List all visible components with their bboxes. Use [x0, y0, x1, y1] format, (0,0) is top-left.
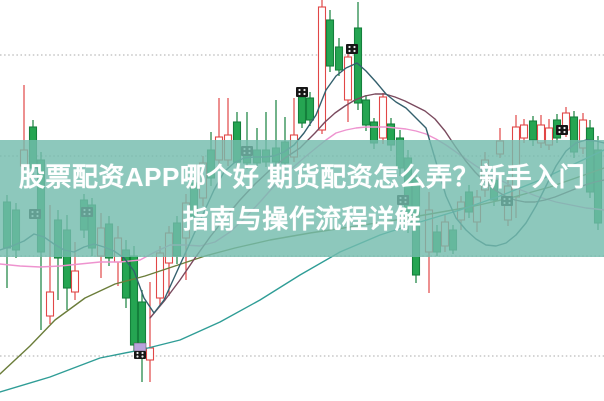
candle-down — [305, 97, 315, 121]
candle-down — [137, 301, 147, 349]
signal-marker — [556, 125, 568, 135]
signal-marker-dot — [353, 45, 356, 49]
candle-down — [325, 19, 335, 67]
candle-up — [343, 56, 353, 101]
signal-marker-dot — [558, 126, 561, 130]
candle-up — [519, 124, 529, 139]
signal-marker-dot — [298, 92, 301, 96]
banner-title-line1: 股票配资APP哪个好 期货配资怎么弄？新手入门 — [18, 161, 586, 192]
candle-up — [45, 291, 55, 317]
candle-down — [129, 255, 139, 346]
candle-up — [155, 252, 165, 299]
signal-marker — [134, 351, 146, 359]
candle-up — [70, 270, 80, 293]
candle-up — [378, 96, 388, 139]
signal-marker-dot — [303, 92, 306, 96]
signal-marker-dot — [353, 49, 356, 53]
signal-marker-dot — [303, 88, 306, 92]
signal-marker — [346, 44, 358, 54]
candle-up — [145, 347, 155, 361]
signal-marker-dot — [136, 351, 139, 355]
signal-marker-dot — [141, 351, 144, 355]
title-banner: 股票配资APP哪个好 期货配资怎么弄？新手入门 指南与操作流程详解 — [0, 140, 604, 257]
signal-marker-dot — [141, 355, 144, 358]
candle-down — [353, 27, 363, 104]
signal-marker-dot — [136, 355, 139, 358]
signal-marker — [296, 87, 308, 97]
candle-down — [297, 96, 307, 124]
candle-down — [528, 120, 538, 141]
signal-marker-dot — [348, 49, 351, 53]
signal-marker-purple — [133, 342, 147, 352]
candle-down — [334, 46, 344, 71]
candle-down — [361, 99, 371, 126]
banner-title-line2: 指南与操作流程详解 — [182, 204, 422, 234]
signal-marker-dot — [563, 126, 566, 130]
signal-marker-dot — [558, 130, 561, 134]
signal-marker-dot — [298, 88, 301, 92]
candle-up — [317, 6, 327, 131]
signal-marker-dot — [563, 130, 566, 134]
signal-marker-dot — [348, 45, 351, 49]
